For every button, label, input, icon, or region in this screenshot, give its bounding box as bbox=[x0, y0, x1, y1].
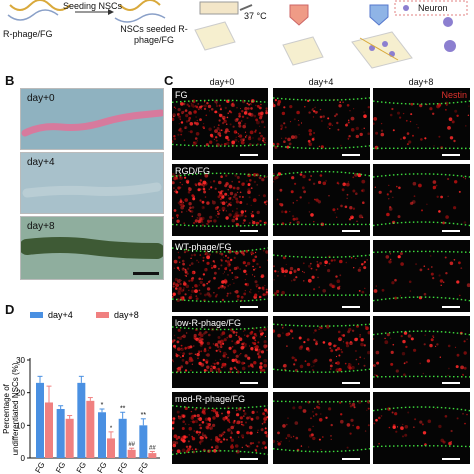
fiber-day8 bbox=[21, 237, 163, 259]
category-label: FG bbox=[137, 461, 150, 474]
y-tick-label: 10 bbox=[16, 421, 25, 430]
micrograph-tile bbox=[373, 392, 470, 464]
category-label: FG bbox=[33, 461, 46, 474]
micrograph-tile: med-R-phage/FG bbox=[172, 392, 268, 464]
legend-label: day+4 bbox=[48, 310, 73, 320]
bar-chart: 0 10 20 30 Percentage of undifferentiated NSC… bbox=[2, 310, 160, 474]
category-label: FG bbox=[54, 461, 67, 474]
significance-mark: * bbox=[101, 402, 104, 409]
bar bbox=[77, 382, 86, 458]
scale-bar bbox=[342, 382, 360, 384]
scale-bar bbox=[442, 382, 460, 384]
neuron-label: Neuron bbox=[418, 3, 448, 13]
plate-label-day8: day+8 bbox=[27, 221, 55, 232]
seeding-nscs-label: Seeding NSCs bbox=[63, 1, 123, 11]
plate-label-day4: day+4 bbox=[27, 157, 55, 168]
category-label: FG bbox=[95, 461, 108, 474]
legend-swatch bbox=[30, 312, 43, 318]
y-tick-label: 0 bbox=[21, 454, 26, 463]
micrograph-tile: WT-phage/FG bbox=[172, 240, 268, 312]
scale-bar bbox=[442, 154, 460, 156]
bar bbox=[107, 438, 115, 458]
scale-bar bbox=[240, 382, 258, 384]
row-label: FG bbox=[175, 90, 188, 100]
row-label: RGD/FG bbox=[175, 166, 210, 176]
bar bbox=[148, 453, 157, 458]
temperature-label: 37 °C bbox=[244, 11, 267, 21]
y-axis-label-1: Percentage of bbox=[2, 383, 11, 434]
plate-day4: day+4 bbox=[20, 152, 164, 214]
significance-mark: ## bbox=[128, 442, 135, 448]
micrograph-tile: RGD/FG bbox=[172, 164, 268, 236]
scale-bar bbox=[442, 458, 460, 460]
significance-mark: ** bbox=[141, 412, 147, 419]
y-tick-label: 30 bbox=[16, 356, 25, 365]
micrograph-tile bbox=[273, 316, 370, 388]
significance-mark: ## bbox=[149, 445, 156, 451]
scale-bar bbox=[342, 154, 360, 156]
bar bbox=[56, 409, 65, 458]
scale-bar bbox=[442, 306, 460, 308]
row-label: low-R-phage/FG bbox=[175, 318, 242, 328]
row-label: WT-phage/FG bbox=[175, 242, 232, 252]
category-label: FG bbox=[75, 461, 88, 474]
stain-label: Nestin bbox=[441, 90, 467, 100]
scale-bar bbox=[240, 306, 258, 308]
row-label: med-R-phage/FG bbox=[175, 394, 246, 404]
bar bbox=[65, 418, 74, 458]
panel-a-scheme: Seeding NSCs R-phage/FG NSCs seeded R-ph… bbox=[0, 0, 474, 70]
col-header-day4: day+4 bbox=[308, 77, 334, 87]
panel-b-letter: B bbox=[5, 73, 15, 88]
bar bbox=[45, 402, 53, 458]
scale-bar-b bbox=[133, 272, 159, 275]
bar bbox=[98, 412, 106, 458]
micrograph-tile: Nestin bbox=[373, 88, 470, 160]
micrograph-tile bbox=[373, 240, 470, 312]
bar bbox=[118, 418, 127, 458]
y-tick-label: 20 bbox=[16, 389, 25, 398]
significance-mark: ** bbox=[120, 405, 126, 412]
micrograph-tile bbox=[273, 240, 370, 312]
significance-mark: * bbox=[110, 426, 113, 432]
r-phage-fg-label: R-phage/FG bbox=[3, 29, 53, 39]
y-axis-label-2: undifferentiated NSCs (%) bbox=[11, 362, 20, 455]
plate-day8: day+8 bbox=[20, 216, 164, 280]
col-header-day0: day+0 bbox=[209, 77, 235, 87]
micrograph-tile bbox=[373, 316, 470, 388]
panel-d-letter: D bbox=[5, 302, 15, 317]
micrograph-tile bbox=[273, 88, 370, 160]
bar bbox=[86, 400, 95, 458]
fiber-day4 bbox=[22, 182, 162, 198]
legend-label: day+8 bbox=[114, 310, 139, 320]
col-header-day8: day+8 bbox=[408, 77, 434, 87]
scale-bar bbox=[240, 458, 258, 460]
bar bbox=[139, 425, 148, 458]
plate-day0: day+0 bbox=[20, 88, 164, 150]
panel-c-letter: C bbox=[164, 73, 174, 88]
micrograph-tile bbox=[273, 392, 370, 464]
micrograph-tile: low-R-phage/FG bbox=[172, 316, 268, 388]
category-label: FG bbox=[116, 461, 129, 474]
scale-bar bbox=[342, 458, 360, 460]
scheme-illustration bbox=[7, 0, 468, 69]
scale-bar bbox=[342, 230, 360, 232]
legend-swatch bbox=[96, 312, 109, 318]
bar bbox=[127, 449, 136, 458]
bar bbox=[36, 382, 44, 458]
scale-bar bbox=[342, 306, 360, 308]
fiber-day0 bbox=[21, 109, 163, 137]
scale-bar bbox=[240, 154, 258, 156]
plate-label-day0: day+0 bbox=[27, 93, 55, 104]
scale-bar bbox=[442, 230, 460, 232]
micrograph-tile bbox=[373, 164, 470, 236]
micrograph-tile bbox=[273, 164, 370, 236]
micrograph-tile: FG bbox=[172, 88, 268, 160]
scale-bar bbox=[240, 230, 258, 232]
nscs-seeded-label: NSCs seeded R-phage/FG bbox=[120, 24, 188, 45]
